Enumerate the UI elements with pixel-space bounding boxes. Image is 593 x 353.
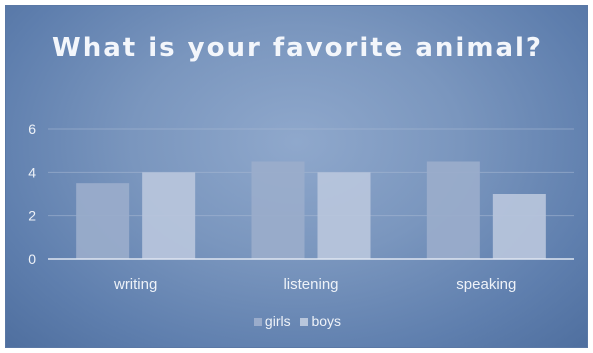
chart-area: What is your favorite animal? 0 2 4 6 writin… xyxy=(5,5,588,348)
bar-girls-listening xyxy=(251,161,305,259)
bar-girls-writing xyxy=(76,183,130,259)
x-tick-label: writing xyxy=(113,276,157,293)
legend-label-boys: boys xyxy=(311,313,342,329)
y-tick-label: 4 xyxy=(28,164,36,180)
x-tick-label: speaking xyxy=(456,276,516,293)
legend-item-boys: boys xyxy=(300,313,341,329)
legend: girls boys xyxy=(6,313,587,329)
x-tick-label: listening xyxy=(283,276,338,293)
bar-boys-speaking xyxy=(492,194,546,259)
bar-boys-listening xyxy=(317,172,371,259)
legend-swatch-girls xyxy=(253,318,262,326)
y-tick-label: 2 xyxy=(28,208,36,224)
y-tick-label: 6 xyxy=(28,121,36,137)
legend-label-girls: girls xyxy=(264,313,291,329)
bar-boys-writing xyxy=(142,172,196,259)
plot-area: 0 2 4 6 writing listening speaking xyxy=(28,121,574,293)
bar-girls-speaking xyxy=(426,161,480,259)
legend-swatch-boys xyxy=(300,318,309,326)
y-tick-label: 0 xyxy=(28,251,36,267)
chart-title: What is your favorite animal? xyxy=(52,33,543,63)
legend-item-girls: girls xyxy=(253,313,291,329)
